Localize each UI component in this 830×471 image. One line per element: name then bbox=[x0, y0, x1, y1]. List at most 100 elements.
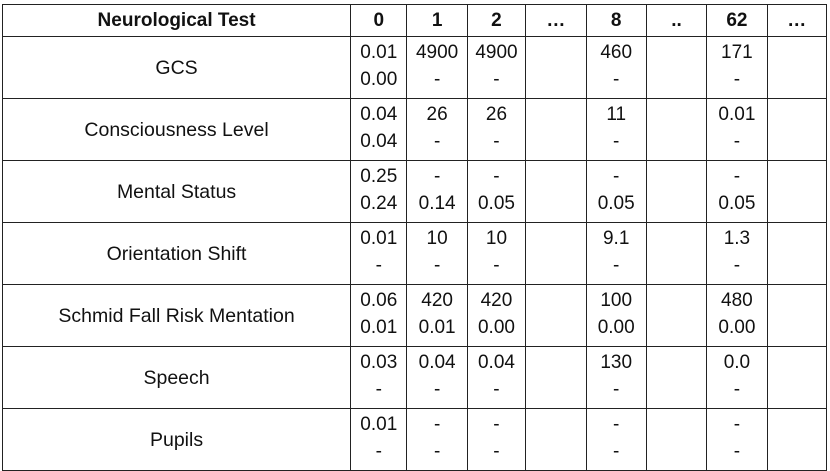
table-cell bbox=[525, 222, 587, 285]
table-cell bbox=[766, 284, 828, 347]
cell-lower-value: - bbox=[493, 69, 500, 90]
cell-lower-value bbox=[647, 438, 706, 465]
header-column-7: 62 bbox=[706, 4, 768, 37]
cell-upper-value bbox=[526, 101, 585, 128]
cell-lower-value bbox=[526, 66, 585, 93]
table-cell: 10 - bbox=[466, 222, 527, 285]
cell-upper-value bbox=[768, 163, 826, 190]
table-cell: - 0.14 bbox=[406, 160, 468, 223]
cell-upper-value: - bbox=[433, 414, 441, 435]
cell-upper-value: 0.01 bbox=[718, 104, 756, 125]
cell-lower-value: - bbox=[493, 379, 500, 400]
cell-lower-value bbox=[647, 252, 706, 279]
cell-upper-value: - bbox=[613, 414, 620, 435]
row-label: Pupils bbox=[1, 408, 352, 471]
cell-lower-value: 0.05 bbox=[477, 193, 515, 214]
cell-upper-value bbox=[768, 287, 826, 314]
table-cell: 420 0.01 bbox=[406, 284, 468, 347]
cell-upper-value: 0.04 bbox=[477, 352, 515, 373]
table-cell: 0.01 - bbox=[350, 408, 408, 471]
cell-lower-value: 0.04 bbox=[360, 131, 398, 152]
cell-upper-value: 26 bbox=[426, 104, 448, 125]
row-label: Orientation Shift bbox=[1, 222, 352, 285]
header-column-2: 1 bbox=[406, 4, 468, 37]
table-row: GCS 0.01 0.00 4900 - 4900 - 460 - 171 - bbox=[1, 36, 828, 99]
cell-upper-value: 4900 bbox=[475, 42, 518, 63]
table-body: GCS 0.01 0.00 4900 - 4900 - 460 - 171 - Consciousne… bbox=[1, 36, 828, 471]
table-cell bbox=[645, 408, 708, 471]
cell-lower-value: - bbox=[733, 379, 741, 400]
cell-upper-value bbox=[768, 411, 826, 438]
table-cell bbox=[766, 222, 828, 285]
cell-lower-value: 0.14 bbox=[418, 193, 456, 214]
cell-upper-value bbox=[768, 349, 826, 376]
header-column-3: 2 bbox=[466, 4, 527, 37]
cell-lower-value: 0.24 bbox=[360, 193, 398, 214]
cell-upper-value: - bbox=[493, 166, 500, 187]
table-cell: 10 - bbox=[406, 222, 468, 285]
table-cell: 9.1 - bbox=[585, 222, 647, 285]
table-row: Schmid Fall Risk Mentation 0.06 0.01 420 0.0… bbox=[1, 284, 828, 347]
table-row: Speech 0.03 - 0.04 - 0.04 - 130 - 0.0 - bbox=[1, 346, 828, 409]
table-cell: 0.04 - bbox=[406, 346, 468, 409]
table-cell: 26 - bbox=[466, 98, 527, 161]
table-cell bbox=[645, 98, 708, 161]
cell-lower-value: - bbox=[433, 131, 441, 152]
cell-upper-value: 4900 bbox=[415, 42, 459, 63]
cell-lower-value: - bbox=[613, 255, 620, 276]
table-cell bbox=[525, 346, 587, 409]
header-test-name: Neurological Test bbox=[1, 4, 352, 37]
cell-lower-value: - bbox=[733, 255, 741, 276]
table-header: Neurological Test 0 1 2… 8.. 62… bbox=[1, 4, 828, 37]
table-cell bbox=[766, 36, 828, 99]
cell-lower-value bbox=[526, 128, 585, 155]
cell-upper-value: 10 bbox=[485, 228, 508, 249]
cell-upper-value bbox=[647, 39, 706, 66]
cell-lower-value: - bbox=[375, 255, 382, 276]
table-cell bbox=[766, 160, 828, 223]
table-cell bbox=[645, 160, 708, 223]
cell-upper-value bbox=[768, 225, 826, 252]
cell-upper-value: - bbox=[733, 414, 741, 435]
cell-upper-value: 26 bbox=[485, 104, 508, 125]
table-cell: 0.04 - bbox=[466, 346, 527, 409]
table-cell: -- bbox=[585, 408, 647, 471]
cell-upper-value: 0.04 bbox=[360, 104, 398, 125]
table-row: Consciousness Level 0.04 0.04 26-26-11-0.01… bbox=[1, 98, 828, 161]
cell-lower-value bbox=[647, 128, 706, 155]
cell-upper-value: 130 bbox=[600, 352, 633, 373]
cell-upper-value: 420 bbox=[421, 290, 453, 311]
table-cell: 171 - bbox=[706, 36, 768, 99]
table-cell: 11 - bbox=[585, 98, 647, 161]
cell-upper-value bbox=[647, 225, 706, 252]
cell-lower-value bbox=[647, 314, 706, 341]
table-cell bbox=[645, 284, 708, 347]
row-label: Schmid Fall Risk Mentation bbox=[1, 284, 352, 347]
cell-lower-value: 0.01 bbox=[360, 317, 398, 338]
cell-upper-value bbox=[647, 101, 706, 128]
table-cell: 100 0.00 bbox=[585, 284, 647, 347]
table-cell: 0.01 0.00 bbox=[350, 36, 408, 99]
table-cell: 460 - bbox=[585, 36, 647, 99]
table-cell bbox=[766, 346, 828, 409]
neurological-test-table: Neurological Test 0 1 2… 8.. 62… GCS 0.01 0.00 4… bbox=[1, 4, 828, 471]
table-cell: 26 - bbox=[406, 98, 468, 161]
table-cell: - 0.05 bbox=[585, 160, 647, 223]
table-cell: 130 - bbox=[585, 346, 647, 409]
header-column-6: .. bbox=[645, 4, 708, 37]
cell-lower-value bbox=[526, 314, 585, 341]
cell-lower-value: - bbox=[733, 69, 741, 90]
cell-lower-value bbox=[768, 376, 826, 403]
header-row: Neurological Test 0 1 2… 8.. 62… bbox=[1, 4, 828, 37]
cell-lower-value: 0.00 bbox=[597, 317, 635, 338]
cell-lower-value: 0.00 bbox=[360, 69, 398, 90]
table-cell: 0.01 - bbox=[350, 222, 408, 285]
cell-lower-value: - bbox=[613, 131, 620, 152]
cell-upper-value: 480 bbox=[721, 290, 753, 311]
cell-upper-value: 1.3 bbox=[723, 228, 751, 249]
cell-upper-value: 0.03 bbox=[360, 352, 398, 373]
cell-upper-value bbox=[526, 163, 585, 190]
table-cell: 0.0 - bbox=[706, 346, 768, 409]
table-cell: 420 0.00 bbox=[466, 284, 527, 347]
